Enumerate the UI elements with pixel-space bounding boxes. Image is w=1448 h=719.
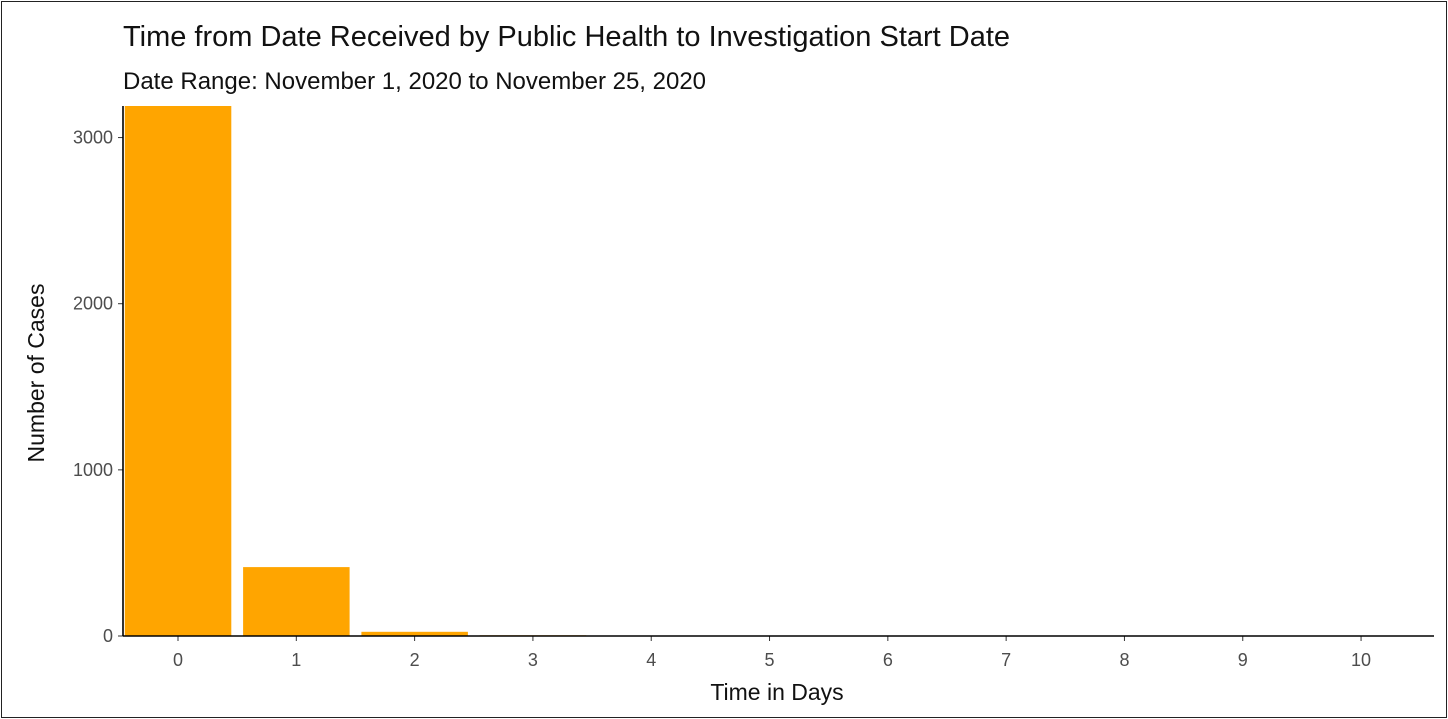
y-tick-label: 2000 — [73, 294, 113, 314]
x-axis-ticks: 0 1 2 3 4 5 6 7 8 9 10 — [173, 636, 1371, 670]
bar-day-2 — [361, 631, 468, 636]
x-tick-label: 4 — [646, 650, 656, 670]
x-tick-label: 2 — [410, 650, 420, 670]
bar-day-1 — [243, 567, 350, 636]
chart-title: Time from Date Received by Public Health… — [123, 21, 1010, 53]
bar-day-0 — [124, 106, 232, 636]
y-tick-label: 0 — [103, 626, 113, 646]
x-tick-label: 8 — [1119, 650, 1129, 670]
x-tick-label: 9 — [1238, 650, 1248, 670]
x-tick-label: 7 — [1001, 650, 1011, 670]
x-tick-label: 6 — [883, 650, 893, 670]
x-tick-label: 10 — [1351, 650, 1371, 670]
x-tick-label: 3 — [528, 650, 538, 670]
y-tick-label: 1000 — [73, 460, 113, 480]
chart-subtitle: Date Range: November 1, 2020 to November… — [123, 68, 706, 95]
x-tick-label: 0 — [173, 650, 183, 670]
y-axis-title: Number of Cases — [23, 284, 49, 463]
x-tick-label: 5 — [765, 650, 775, 670]
x-tick-label: 1 — [291, 650, 301, 670]
y-axis-ticks: 0 1000 2000 3000 — [73, 128, 123, 646]
bars-group — [124, 106, 1415, 636]
y-tick-label: 3000 — [73, 128, 113, 148]
x-axis-title: Time in Days — [710, 679, 843, 705]
